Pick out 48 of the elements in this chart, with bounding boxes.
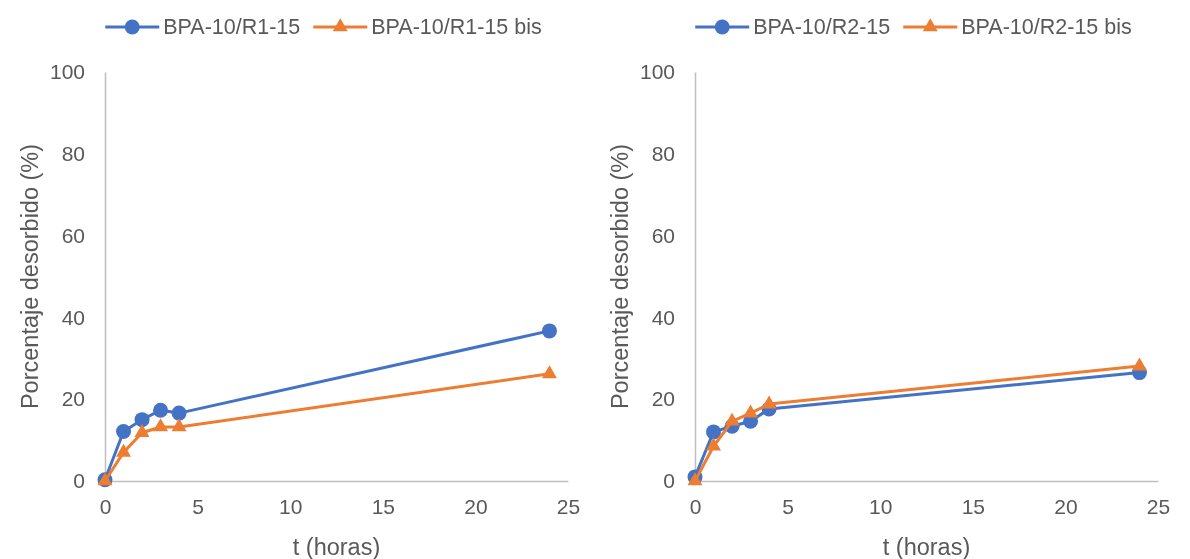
y-tick-label: 100	[639, 60, 675, 84]
x-tick-label: 20	[1054, 494, 1078, 518]
y-tick-label: 0	[73, 469, 85, 493]
y-tick-label: 40	[651, 305, 675, 329]
y-tick-label: 100	[49, 60, 85, 84]
x-tick-label: 15	[961, 494, 985, 518]
y-tick-label: 20	[651, 387, 675, 411]
point	[134, 424, 150, 438]
point	[706, 424, 722, 440]
y-axis-title: Porcentaje desorbido (%)	[17, 143, 43, 410]
point	[116, 424, 132, 439]
y-tick-label: 80	[61, 142, 85, 166]
legend-label: BPA-10/R2-15 bis	[961, 15, 1132, 39]
point	[706, 437, 721, 451]
point	[116, 443, 131, 457]
point	[153, 418, 169, 432]
point	[134, 412, 150, 428]
x-tick-label: 15	[371, 494, 395, 518]
x-axis-title: t (horas)	[292, 534, 381, 559]
x-tick-label: 10	[869, 494, 893, 518]
x-tick-label: 25	[1146, 494, 1171, 518]
legend-label: BPA-10/R1-15	[163, 15, 301, 39]
y-tick-label: 20	[61, 387, 85, 411]
legend-label: BPA-10/R2-15	[753, 15, 891, 39]
point	[542, 365, 557, 379]
y-tick-label: 0	[663, 469, 675, 493]
x-tick-label: 20	[464, 494, 488, 518]
legend-label: BPA-10/R1-15 bis	[371, 15, 542, 39]
point	[743, 404, 759, 418]
point	[541, 323, 557, 339]
point	[1132, 357, 1147, 371]
x-tick-label: 25	[556, 494, 581, 518]
y-tick-label: 40	[61, 305, 85, 329]
x-tick-label: 0	[99, 494, 112, 518]
point	[171, 418, 187, 432]
point	[761, 395, 777, 409]
y-tick-label: 80	[651, 142, 675, 166]
y-axis-title: Porcentaje desorbido (%)	[607, 143, 633, 410]
x-tick-label: 10	[279, 494, 303, 518]
x-tick-label: 5	[192, 494, 204, 518]
point	[171, 405, 187, 421]
x-axis-title: t (horas)	[882, 534, 971, 559]
x-tick-label: 0	[689, 494, 702, 518]
point	[724, 412, 740, 426]
point	[153, 402, 169, 418]
y-tick-label: 60	[651, 223, 675, 247]
x-tick-label: 5	[782, 494, 794, 518]
y-tick-label: 60	[61, 223, 85, 247]
